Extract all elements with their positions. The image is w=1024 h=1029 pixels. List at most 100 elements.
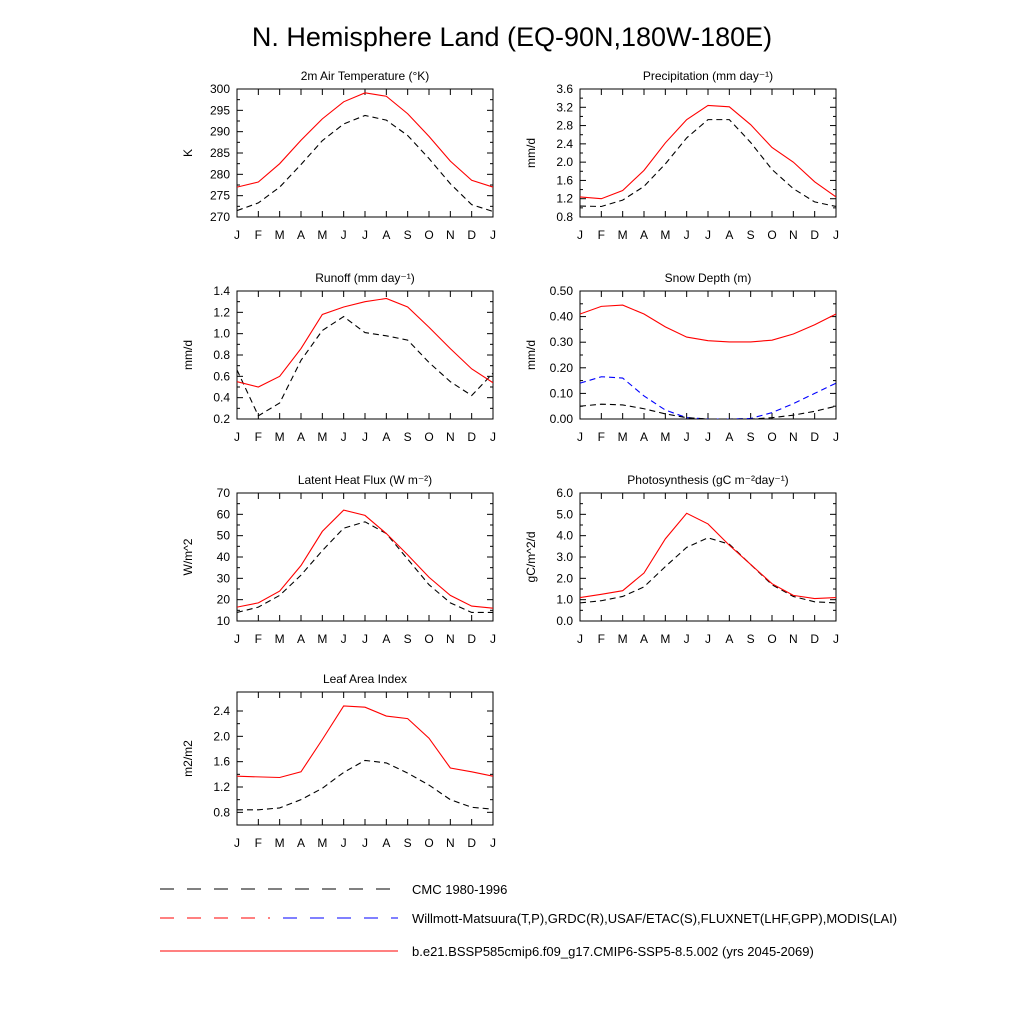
series-line-model (237, 705, 493, 779)
legend-label: Willmott-Matsuura(T,P),GRDC(R),USAF/ETAC… (412, 911, 897, 926)
y-tick-label: 0.6 (213, 369, 230, 383)
x-tick-label: D (467, 632, 476, 646)
chart-panel-2: Runoff (mm day⁻¹)mm/dJ F M A M J J A S O N D J0.20.4… (181, 271, 496, 444)
plot-frame (236, 492, 494, 622)
x-tick-label: J (234, 228, 240, 242)
y-tick-label: 280 (210, 167, 230, 181)
legend-label: CMC 1980-1996 (412, 882, 507, 897)
x-tick-label: J (234, 430, 240, 444)
x-tick-label: F (255, 836, 262, 850)
y-tick-label: 70 (217, 486, 231, 500)
x-tick-label: J (490, 836, 496, 850)
y-axis-label: W/m^2 (181, 538, 195, 575)
x-tick-label: M (275, 430, 285, 444)
legend: CMC 1980-1996 Willmott-Matsuura(T,P),GRDC… (160, 882, 897, 959)
plot-frame (579, 492, 837, 622)
y-tick-label: 1.6 (556, 173, 573, 187)
series-line-obs (580, 119, 836, 208)
legend-entry: Willmott-Matsuura(T,P),GRDC(R),USAF/ETAC… (160, 911, 897, 926)
y-tick-label: 2.0 (556, 571, 573, 585)
x-tick-label: J (341, 228, 347, 242)
y-tick-label: 0.30 (550, 335, 574, 349)
x-tick-label: S (404, 430, 412, 444)
y-axis-label: m2/m2 (181, 740, 195, 777)
y-tick-label: 10 (217, 614, 231, 628)
plot-frame (236, 290, 494, 420)
chart-panel-5: Photosynthesis (gC m⁻²day⁻¹)gC/m^2/dJ F M A… (524, 473, 839, 646)
y-tick-label: 1.2 (213, 305, 230, 319)
plot-frame (236, 691, 494, 826)
x-tick-label: J (341, 632, 347, 646)
x-tick-label: M (618, 228, 628, 242)
series-line-model (580, 512, 836, 600)
panel-title: 2m Air Temperature (°K) (301, 69, 430, 83)
x-tick-label: J (234, 836, 240, 850)
legend-entry: CMC 1980-1996 (160, 882, 507, 897)
x-tick-label: O (424, 228, 433, 242)
panels: 2m Air Temperature (°K)KJ F M A M J J A S O N D J270… (181, 69, 839, 850)
y-tick-label: 1.2 (556, 192, 573, 206)
y-axis-label: K (181, 149, 195, 157)
y-tick-label: 290 (210, 125, 230, 139)
x-tick-label: M (660, 430, 670, 444)
y-tick-label: 0.10 (550, 386, 574, 400)
x-tick-label: S (404, 836, 412, 850)
x-tick-label: J (833, 430, 839, 444)
y-tick-label: 0.4 (213, 391, 230, 405)
x-tick-label: O (767, 632, 776, 646)
series-line-model (237, 509, 493, 609)
x-tick-label: O (424, 430, 433, 444)
x-tick-label: M (618, 632, 628, 646)
chart-panel-0: 2m Air Temperature (°K)KJ F M A M J J A S O N D J270… (181, 69, 496, 242)
x-tick-label: N (446, 430, 455, 444)
y-tick-label: 1.0 (213, 327, 230, 341)
y-tick-label: 0.2 (213, 412, 230, 426)
y-tick-label: 5.0 (556, 507, 573, 521)
x-tick-label: D (467, 836, 476, 850)
y-tick-label: 0.8 (556, 210, 573, 224)
x-tick-label: A (640, 228, 648, 242)
y-tick-label: 3.2 (556, 100, 573, 114)
x-tick-label: A (640, 632, 648, 646)
x-tick-label: F (255, 430, 262, 444)
x-tick-label: J (833, 632, 839, 646)
x-tick-label: D (467, 228, 476, 242)
x-tick-label: A (297, 836, 305, 850)
x-tick-label: D (467, 430, 476, 444)
x-tick-label: J (684, 430, 690, 444)
plot-frame (579, 290, 837, 420)
x-tick-label: A (382, 228, 390, 242)
x-tick-label: O (767, 430, 776, 444)
y-tick-label: 0.50 (550, 284, 574, 298)
legend-label: b.e21.BSSP585cmip6.f09_g17.CMIP6-SSP5-8.… (412, 944, 814, 959)
y-tick-label: 300 (210, 82, 230, 96)
y-tick-label: 4.0 (556, 529, 573, 543)
y-tick-label: 2.4 (213, 704, 230, 718)
x-tick-label: J (234, 632, 240, 646)
x-tick-label: A (382, 430, 390, 444)
panel-title: Runoff (mm day⁻¹) (315, 271, 414, 285)
x-tick-label: S (747, 632, 755, 646)
x-tick-label: J (490, 430, 496, 444)
x-tick-label: D (810, 228, 819, 242)
page-title: N. Hemisphere Land (EQ-90N,180W-180E) (252, 22, 772, 52)
x-tick-label: N (789, 632, 798, 646)
x-tick-label: J (705, 228, 711, 242)
y-tick-label: 1.4 (213, 284, 230, 298)
y-tick-label: 275 (210, 189, 230, 203)
series-line-obs (237, 114, 493, 212)
y-tick-label: 1.6 (213, 755, 230, 769)
series-line-model (237, 297, 493, 388)
chart-panel-4: Latent Heat Flux (W m⁻²)W/m^2J F M A M J J A S O N… (181, 473, 496, 646)
x-tick-label: A (297, 228, 305, 242)
chart-panel-1: Precipitation (mm day⁻¹)mm/dJ F M A M J J A S O N D… (524, 69, 839, 242)
x-tick-label: M (317, 228, 327, 242)
y-tick-label: 40 (217, 550, 231, 564)
plot-frame (579, 88, 837, 218)
x-tick-label: M (660, 228, 670, 242)
y-tick-label: 2.0 (556, 155, 573, 169)
x-tick-label: J (705, 632, 711, 646)
x-tick-label: A (382, 632, 390, 646)
